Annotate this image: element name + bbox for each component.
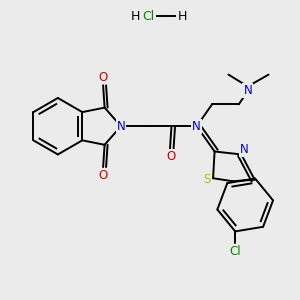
Text: O: O [166, 150, 176, 163]
Text: O: O [98, 169, 108, 182]
Text: O: O [98, 70, 108, 83]
Text: N: N [240, 142, 249, 156]
Text: Cl: Cl [142, 10, 154, 23]
Text: H: H [178, 10, 188, 23]
Text: Cl: Cl [230, 245, 241, 258]
Text: S: S [203, 173, 211, 186]
Text: N: N [117, 120, 125, 133]
Text: N: N [243, 84, 252, 97]
Text: N: N [192, 120, 201, 133]
Text: H: H [130, 10, 140, 23]
